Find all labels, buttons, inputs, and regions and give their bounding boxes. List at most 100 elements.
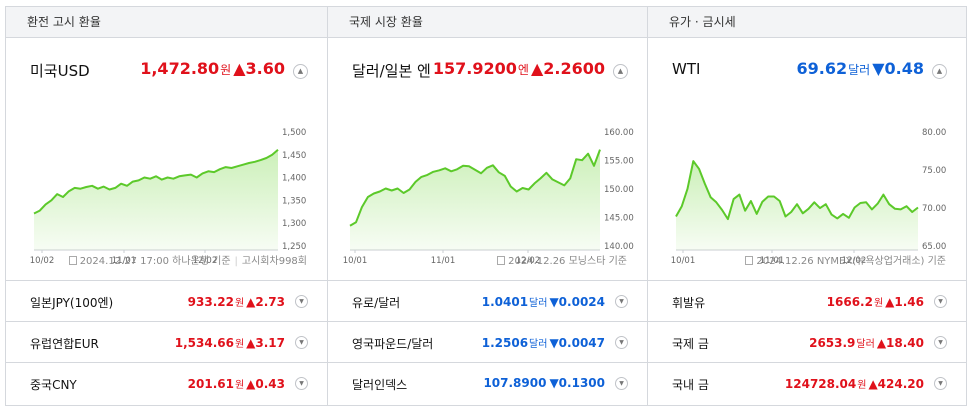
- chevron-down-icon[interactable]: ▼: [295, 377, 308, 390]
- quote-unit: 원: [220, 63, 232, 77]
- row-change: ▲3.17: [246, 336, 285, 350]
- chevron-icon[interactable]: ▲: [932, 64, 947, 79]
- chevron-icon[interactable]: ▲: [613, 64, 628, 79]
- row-change: ▲1.46: [885, 295, 924, 309]
- row-unit: 달러: [856, 339, 875, 350]
- chevron-down-icon[interactable]: ▼: [615, 377, 628, 390]
- quote-unit: 엔: [517, 63, 529, 77]
- currency-name[interactable]: 미국USD: [30, 62, 90, 80]
- series-area: [350, 149, 600, 250]
- y-tick-label: 150.00: [604, 185, 634, 195]
- main-quote: 157.9200엔 ▲2.2600: [433, 59, 605, 78]
- section-international-fx: 국제 시장 환율 달러/일본 엔 157.9200엔 ▲2.2600 ▲ 160.…: [327, 7, 647, 405]
- list-item[interactable]: 유럽연합EUR 1,534.66원 ▲3.17 ▼: [6, 322, 327, 363]
- x-tick-label: 12/02: [842, 256, 867, 266]
- quote-value: 157.9200: [432, 59, 517, 78]
- document-icon: [745, 256, 754, 265]
- main-quote-panel[interactable]: 미국USD 1,472.80원 ▲3.60 ▲ 1,500 1,450 1,400 1,…: [6, 38, 327, 281]
- source-provider: 하나은행 기준: [172, 256, 231, 267]
- section-oil-gold: 유가 · 금시세 WTI 69.62달러 ▼0.48 ▲ 80.00 75.00 70…: [647, 7, 966, 405]
- y-tick-label: 1,450: [282, 151, 306, 161]
- chevron-down-icon[interactable]: ▼: [615, 295, 628, 308]
- row-value: 124728.04: [784, 377, 857, 391]
- usd-chart: 1,500 1,450 1,400 1,350 1,300 1,250 10/02 11/01…: [30, 128, 307, 266]
- row-value: 107.8900: [483, 376, 547, 390]
- list-item[interactable]: 국제 금 2653.9달러 ▲18.40 ▼: [648, 322, 966, 363]
- row-unit: 달러: [529, 298, 548, 309]
- usd-jpy-chart: 160.00 155.00 150.00 145.00 140.00 10/01 11/01…: [343, 128, 634, 266]
- source-provider: NYMEX(뉴욕상업거래소) 기준: [816, 256, 946, 267]
- chevron-down-icon[interactable]: ▼: [295, 336, 308, 349]
- row-value: 201.61: [187, 377, 234, 391]
- row-name: 중국CNY: [30, 378, 77, 392]
- list-item[interactable]: 일본JPY(100엔) 933.22원 ▲2.73 ▼: [6, 281, 327, 322]
- list-item[interactable]: 달러인덱스 107.8900 ▼0.1300 ▼: [328, 363, 647, 404]
- series-area: [34, 149, 278, 250]
- chevron-down-icon[interactable]: ▼: [615, 336, 628, 349]
- chevron-down-icon[interactable]: ▼: [934, 295, 947, 308]
- chevron-down-icon[interactable]: ▼: [934, 336, 947, 349]
- x-tick-label: 11/01: [431, 256, 456, 266]
- x-tick-label: 10/02: [30, 256, 55, 266]
- source-info: 2024.12.26 모닝스타 기준: [497, 252, 627, 267]
- list-item[interactable]: 휘발유 1666.2원 ▲1.46 ▼: [648, 281, 966, 322]
- row-quote: 107.8900 ▼0.1300: [483, 376, 605, 390]
- y-tick-label: 65.00: [922, 242, 946, 252]
- row-value: 1.2506: [481, 336, 529, 350]
- row-value: 1666.2: [826, 295, 873, 309]
- quote-unit: 달러: [848, 63, 871, 77]
- quote-value: 69.62: [796, 59, 848, 78]
- y-tick-label: 140.00: [604, 242, 634, 252]
- y-tick-label: 155.00: [604, 157, 634, 167]
- row-unit: 원: [234, 298, 245, 309]
- chevron-down-icon[interactable]: ▼: [934, 377, 947, 390]
- x-tick-label: 12/02: [516, 256, 541, 266]
- row-value: 933.22: [187, 295, 234, 309]
- row-change: ▼0.0047: [549, 336, 605, 350]
- chevron-icon[interactable]: ▲: [293, 64, 308, 79]
- currency-name[interactable]: 달러/일본 엔: [352, 62, 431, 80]
- list-item[interactable]: 중국CNY 201.61원 ▲0.43 ▼: [6, 363, 327, 404]
- row-name: 국내 금: [672, 378, 709, 392]
- main-quote: 1,472.80원 ▲3.60: [140, 59, 285, 78]
- row-quote: 1.2506달러 ▼0.0047: [482, 335, 605, 350]
- quote-value: 1,472.80: [140, 59, 220, 78]
- row-change: ▲424.20: [868, 377, 924, 391]
- x-tick-label: 11/01: [760, 256, 785, 266]
- y-tick-label: 80.00: [922, 128, 946, 138]
- quote-change: ▼0.48: [872, 59, 924, 78]
- row-name: 휘발유: [672, 296, 706, 310]
- x-tick-label: 12/02: [193, 256, 218, 266]
- y-tick-label: 1,400: [282, 174, 306, 184]
- chevron-down-icon[interactable]: ▼: [295, 295, 308, 308]
- source-date: 2024.12.26: [508, 256, 566, 267]
- source-provider: 모닝스타 기준: [568, 256, 627, 267]
- row-value: 1,534.66: [174, 336, 234, 350]
- y-tick-label: 1,500: [282, 128, 306, 138]
- source-date: 2024.12.26: [756, 256, 814, 267]
- series-line: [675, 160, 919, 221]
- list-item[interactable]: 유로/달러 1.0401달러 ▼0.0024 ▼: [328, 281, 647, 322]
- exchange-rate-widget: 환전 고시 환율 미국USD 1,472.80원 ▲3.60 ▲ 1,500 1,4…: [5, 6, 967, 406]
- document-icon: [497, 256, 506, 265]
- x-tick-label: 10/01: [671, 256, 696, 266]
- main-quote-panel[interactable]: WTI 69.62달러 ▼0.48 ▲ 80.00 75.00 70.00 65.00 1…: [648, 38, 966, 281]
- row-unit: 달러: [529, 339, 548, 350]
- row-change: ▲2.73: [246, 295, 285, 309]
- section-header: 유가 · 금시세: [648, 7, 966, 38]
- row-unit: 원: [234, 339, 245, 350]
- list-item[interactable]: 국내 금 124728.04원 ▲424.20 ▼: [648, 363, 966, 404]
- commodity-name[interactable]: WTI: [672, 60, 701, 78]
- row-unit: 원: [873, 298, 884, 309]
- row-quote: 1666.2원 ▲1.46: [827, 294, 924, 309]
- row-name: 국제 금: [672, 337, 709, 351]
- row-quote: 1,534.66원 ▲3.17: [175, 335, 285, 350]
- row-name: 달러인덱스: [352, 378, 408, 392]
- row-change: ▲0.43: [246, 377, 285, 391]
- main-quote-panel[interactable]: 달러/일본 엔 157.9200엔 ▲2.2600 ▲ 160.00 155.00 1…: [328, 38, 647, 281]
- main-quote: 69.62달러 ▼0.48: [797, 59, 924, 78]
- row-quote: 933.22원 ▲2.73: [188, 294, 285, 309]
- list-item[interactable]: 영국파운드/달러 1.2506달러 ▼0.0047 ▼: [328, 322, 647, 363]
- section-header: 환전 고시 환율: [6, 7, 327, 38]
- row-name: 유럽연합EUR: [30, 337, 99, 351]
